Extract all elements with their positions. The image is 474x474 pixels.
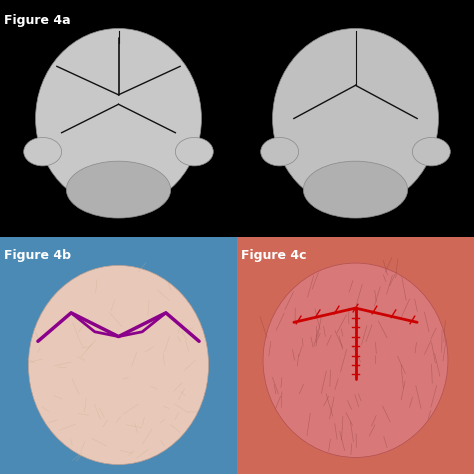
Ellipse shape: [261, 137, 299, 166]
Text: Figure 4b: Figure 4b: [4, 249, 71, 262]
Ellipse shape: [36, 28, 201, 209]
Ellipse shape: [28, 265, 209, 465]
Ellipse shape: [66, 161, 171, 218]
Ellipse shape: [412, 137, 450, 166]
Ellipse shape: [175, 137, 213, 166]
Ellipse shape: [263, 263, 448, 457]
Text: Figure 4a: Figure 4a: [4, 14, 71, 27]
Ellipse shape: [24, 137, 62, 166]
Ellipse shape: [303, 161, 408, 218]
Text: Figure 4c: Figure 4c: [241, 249, 306, 262]
Ellipse shape: [273, 28, 438, 209]
